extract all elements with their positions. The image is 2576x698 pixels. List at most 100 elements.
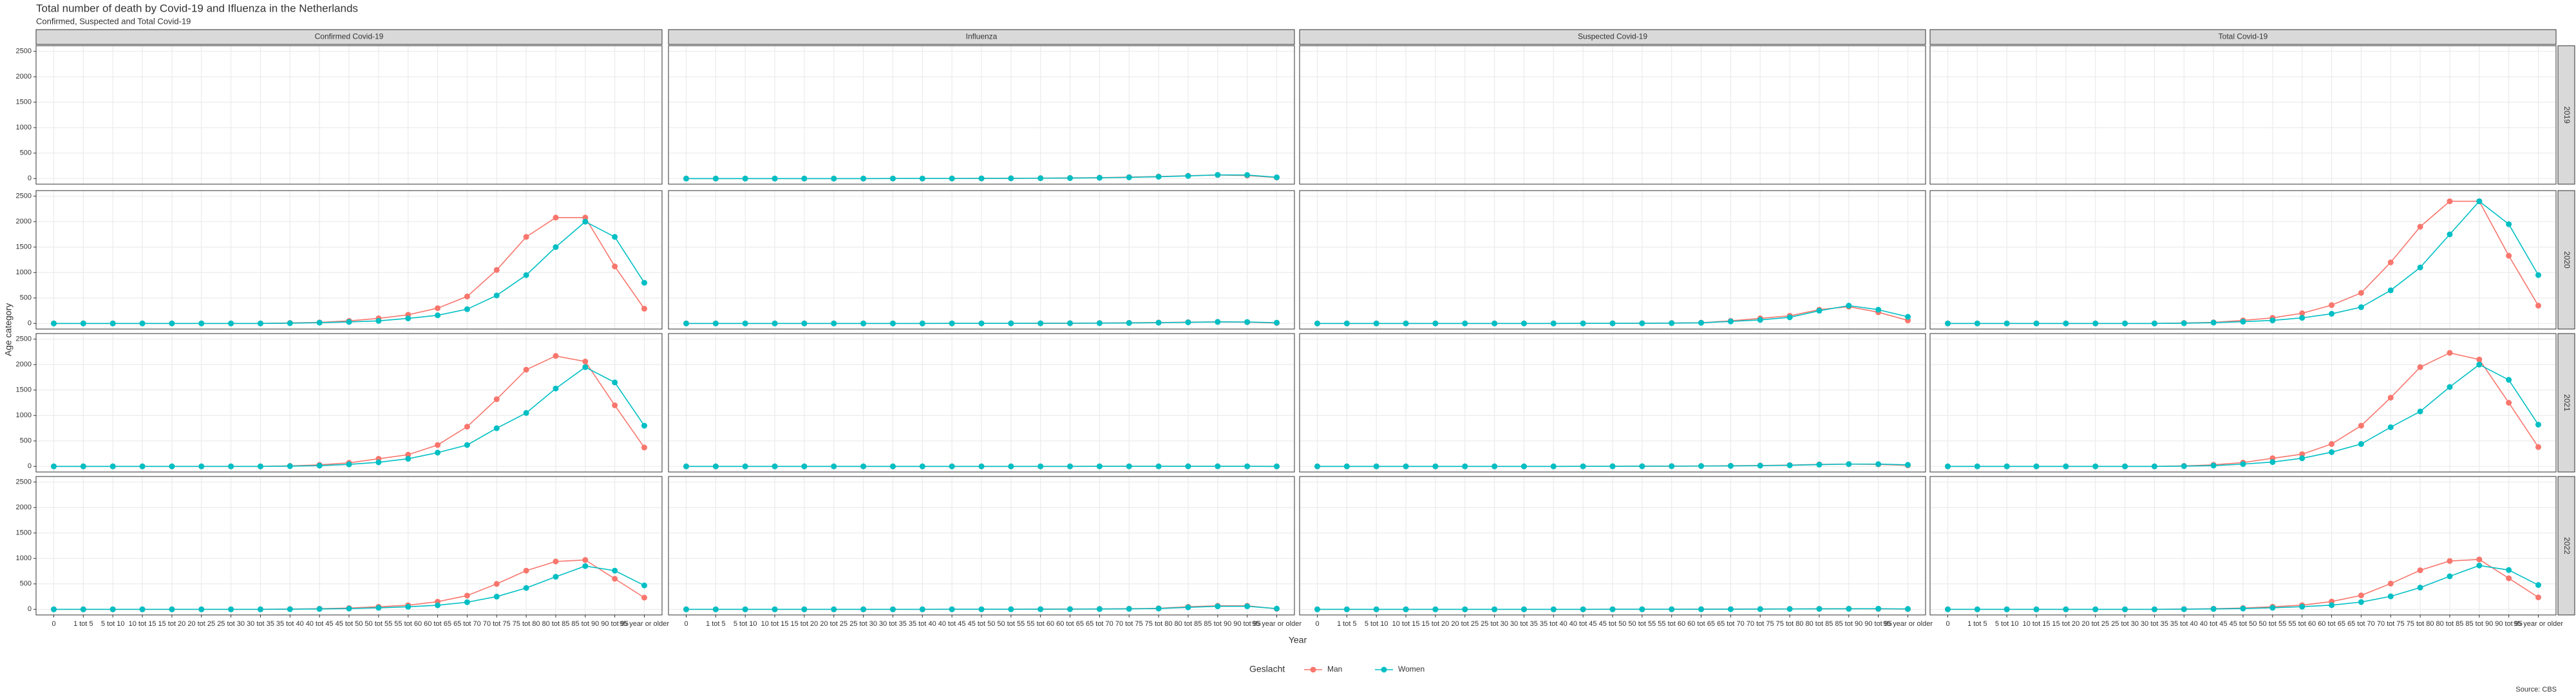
data-point (346, 461, 352, 467)
data-point (831, 606, 837, 612)
x-tick-label: 65 tot 70 (1086, 620, 1113, 628)
data-point (1432, 606, 1439, 612)
y-axis-title: Age category (3, 303, 14, 357)
x-tick-label: 70 tot 75 (1747, 620, 1774, 628)
x-tick-label: 1 tot 5 (73, 620, 93, 628)
caption: Source: CBS (2515, 686, 2557, 693)
data-point (831, 320, 837, 326)
data-point (1816, 606, 1823, 612)
data-point (1008, 320, 1014, 326)
data-point (2092, 320, 2099, 326)
data-point (2269, 605, 2276, 611)
y-tick-label: 2000 (16, 361, 32, 368)
data-point (2506, 221, 2512, 227)
data-point (772, 175, 778, 182)
panel-border (1299, 190, 1926, 330)
y-tick-label: 0 (28, 462, 32, 470)
x-tick-label: 80 tot 85 (542, 620, 570, 628)
data-point (198, 606, 205, 612)
y-tick-label: 2000 (16, 504, 32, 511)
data-point (1185, 604, 1191, 610)
data-point (1037, 175, 1044, 182)
data-point (1067, 320, 1074, 326)
data-point (889, 606, 896, 612)
y-tick-label: 0 (28, 174, 32, 182)
legend-point (1381, 666, 1387, 673)
data-point (582, 358, 589, 364)
data-point (1974, 463, 1980, 469)
data-point (2387, 424, 2394, 430)
x-tick-label: 10 tot 15 (2023, 620, 2050, 628)
data-point (2210, 462, 2217, 469)
data-point (919, 175, 925, 182)
x-tick-label: 50 tot 55 (365, 620, 392, 628)
strip-label: 2022 (2562, 537, 2571, 554)
data-point (2003, 463, 2010, 469)
x-tick-label: 35 tot 40 (909, 620, 936, 628)
data-point (80, 463, 86, 469)
y-tick-label: 500 (20, 580, 32, 588)
data-point (405, 451, 412, 458)
data-point (1698, 606, 1705, 612)
legend-label: Women (1398, 665, 1425, 674)
data-point (2151, 320, 2157, 326)
x-tick-label: 75 tot 80 (513, 620, 540, 628)
strip-label: Confirmed Covid-19 (315, 32, 384, 41)
data-point (683, 175, 690, 182)
x-tick-label: 45 tot 50 (2230, 620, 2257, 628)
data-point (198, 320, 205, 326)
y-tick-label: 1000 (16, 124, 32, 131)
x-tick-label: 95 year or older (2514, 620, 2563, 628)
x-tick-label: 40 tot 45 (306, 620, 334, 628)
data-point (1462, 606, 1468, 612)
data-point (2240, 319, 2246, 325)
panel-border (1929, 333, 2557, 473)
data-point (1945, 463, 1951, 469)
panel-border (668, 333, 1295, 473)
data-point (1550, 320, 1557, 326)
data-point (2003, 606, 2010, 612)
data-point (2269, 459, 2276, 466)
data-point (1550, 606, 1557, 612)
x-tick-label: 20 tot 25 (820, 620, 848, 628)
data-point (1432, 320, 1439, 326)
data-point (464, 599, 470, 605)
data-point (683, 320, 690, 326)
data-point (2447, 198, 2453, 205)
x-tick-label: 30 tot 35 (2141, 620, 2168, 628)
data-point (2210, 319, 2217, 326)
x-tick-label: 35 tot 40 (1540, 620, 1567, 628)
data-point (919, 320, 925, 326)
data-point (2299, 603, 2306, 610)
data-point (464, 293, 470, 299)
data-point (1343, 463, 1350, 469)
x-tick-label: 20 tot 25 (2081, 620, 2109, 628)
data-point (287, 606, 293, 612)
data-point (1343, 320, 1350, 326)
data-point (742, 175, 748, 182)
data-point (712, 606, 719, 612)
data-point (889, 463, 896, 469)
data-point (2447, 350, 2453, 356)
data-point (1875, 461, 1882, 467)
panel-border (35, 476, 663, 616)
data-point (712, 320, 719, 326)
x-tick-label: 90 tot 95 (601, 620, 629, 628)
data-point (2269, 317, 2276, 324)
data-point (860, 606, 867, 612)
data-point (1126, 463, 1132, 469)
y-tick-label: 1500 (16, 243, 32, 251)
panel-border (35, 333, 663, 473)
data-point (612, 379, 618, 386)
data-point (2033, 463, 2040, 469)
x-tick-label: 65 tot 70 (453, 620, 481, 628)
data-point (2506, 567, 2512, 573)
y-tick-label: 1000 (16, 269, 32, 276)
data-point (435, 305, 441, 312)
data-point (2447, 573, 2453, 580)
x-tick-label: 85 tot 90 (571, 620, 599, 628)
x-tick-label: 95 year or older (620, 620, 669, 628)
strip (2557, 476, 2575, 616)
data-point (1373, 606, 1379, 612)
data-point (51, 606, 57, 612)
